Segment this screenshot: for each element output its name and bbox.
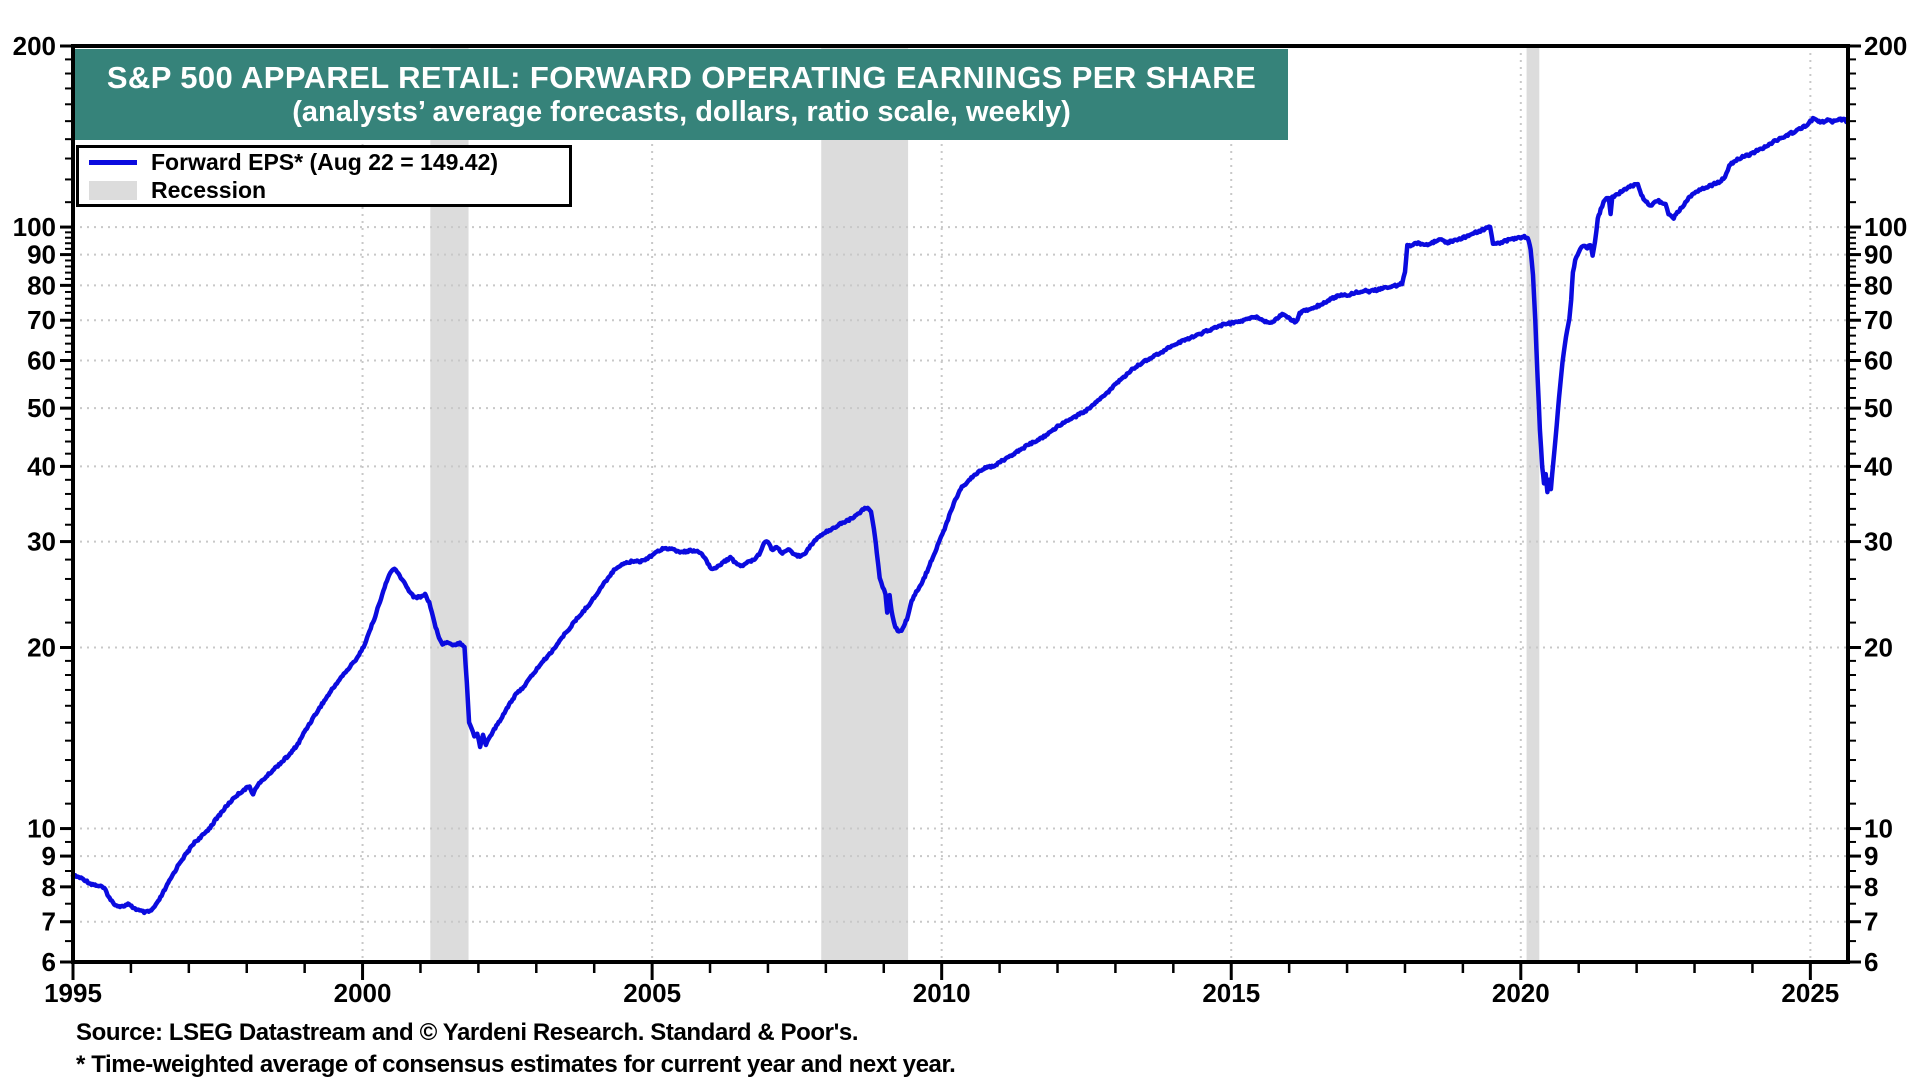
legend-label-recession: Recession <box>151 176 267 203</box>
x-axis-label: 2005 <box>623 978 681 1008</box>
title-banner: S&P 500 APPAREL RETAIL: FORWARD OPERATIN… <box>75 49 1288 140</box>
y-axis-label-left: 7 <box>42 907 56 937</box>
footnote: * Time-weighted average of consensus est… <box>76 1051 956 1078</box>
y-axis-label-right: 50 <box>1864 393 1893 423</box>
y-axis-label-left: 50 <box>27 393 56 423</box>
y-axis-label-left: 10 <box>27 814 56 844</box>
y-axis-label-left: 100 <box>13 212 56 242</box>
y-axis-label-right: 60 <box>1864 346 1893 376</box>
y-axis-label-left: 30 <box>27 527 56 557</box>
y-axis-label-right: 20 <box>1864 632 1893 662</box>
y-axis-label-left: 70 <box>27 305 56 335</box>
forward-eps-line <box>70 115 1850 916</box>
y-axis-label-right: 8 <box>1864 872 1878 902</box>
y-axis-label-left: 90 <box>27 240 56 270</box>
x-axis-label: 1995 <box>44 978 102 1008</box>
x-axis-label: 2000 <box>334 978 392 1008</box>
chart-subtitle: (analysts’ average forecasts, dollars, r… <box>292 96 1071 129</box>
y-axis-label-right: 6 <box>1864 947 1878 977</box>
x-axis-label: 2020 <box>1492 978 1550 1008</box>
recession-swatch <box>89 180 137 200</box>
y-axis-label-right: 9 <box>1864 841 1878 871</box>
y-axis-label-left: 80 <box>27 270 56 300</box>
y-axis-label-right: 10 <box>1864 814 1893 844</box>
y-axis-label-right: 200 <box>1864 31 1907 61</box>
y-axis-label-left: 60 <box>27 346 56 376</box>
legend-item-recession: Recession <box>89 177 569 203</box>
y-axis-label-right: 7 <box>1864 907 1878 937</box>
y-axis-label-right: 40 <box>1864 451 1893 481</box>
y-axis-label-left: 20 <box>27 632 56 662</box>
eps-line-swatch <box>89 159 137 165</box>
y-axis-label-right: 80 <box>1864 270 1893 300</box>
source-note: Source: LSEG Datastream and © Yardeni Re… <box>76 1019 859 1046</box>
y-axis-label-left: 40 <box>27 451 56 481</box>
y-axis-label-left: 8 <box>42 872 56 902</box>
plot-border <box>71 44 1850 964</box>
chart-title: S&P 500 APPAREL RETAIL: FORWARD OPERATIN… <box>106 59 1257 95</box>
y-axis-label-left: 9 <box>42 841 56 871</box>
x-axis-label: 2025 <box>1781 978 1839 1008</box>
y-axis-label-left: 200 <box>13 31 56 61</box>
y-axis-label-right: 100 <box>1864 212 1907 242</box>
y-axis-label-left: 6 <box>42 947 56 977</box>
recession-band <box>1526 46 1540 962</box>
y-axis-label-right: 90 <box>1864 240 1893 270</box>
x-axis-label: 2010 <box>913 978 971 1008</box>
recession-band <box>821 46 909 962</box>
y-axis-label-right: 30 <box>1864 527 1893 557</box>
legend-label-forward-eps: Forward EPS* (Aug 22 = 149.42) <box>151 148 499 175</box>
x-axis-label: 2015 <box>1202 978 1260 1008</box>
legend-box: Forward EPS* (Aug 22 = 149.42) Recession <box>76 145 572 207</box>
legend-item-forward-eps: Forward EPS* (Aug 22 = 149.42) <box>89 149 569 175</box>
y-axis-label-right: 70 <box>1864 305 1893 335</box>
